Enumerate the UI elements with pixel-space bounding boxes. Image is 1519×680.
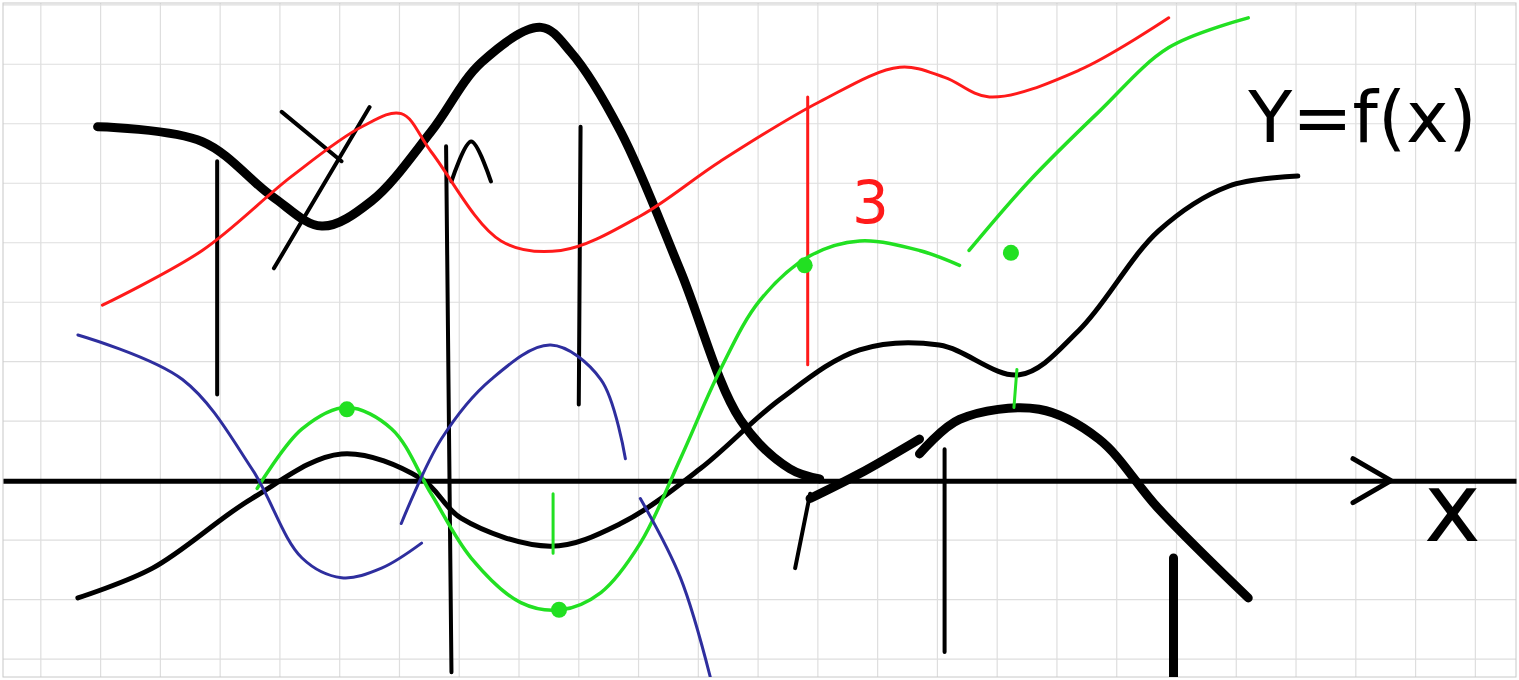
point <box>1003 245 1019 261</box>
grid-line <box>3 540 1516 541</box>
grid-line <box>1116 3 1117 677</box>
grid-line <box>3 64 1516 65</box>
annotation: 3 <box>852 169 889 237</box>
grid-line <box>638 3 639 677</box>
grid-line <box>279 3 280 677</box>
grid-line <box>3 361 1516 362</box>
chart: Y=f(x) 3 x <box>0 0 1519 680</box>
grid-line <box>100 3 101 677</box>
grid-line <box>399 3 400 677</box>
x-axis <box>4 480 1517 482</box>
labels: Y=f(x) 3 x <box>852 75 1481 564</box>
grid-line <box>3 480 1516 481</box>
grid-line <box>1056 3 1057 677</box>
grid-line <box>40 3 41 677</box>
curve <box>806 97 809 365</box>
curve <box>98 27 1249 677</box>
curve <box>257 18 1248 610</box>
grid-line <box>877 3 878 677</box>
grid-line <box>3 242 1516 243</box>
marks <box>78 18 1298 677</box>
grid-line <box>937 3 938 677</box>
curve <box>217 107 944 672</box>
grid-line <box>3 4 1516 5</box>
grid-line <box>1236 3 1237 677</box>
curve <box>78 176 1298 598</box>
point <box>551 602 567 618</box>
grid <box>3 3 1516 677</box>
point <box>339 401 355 417</box>
grid-line <box>757 3 758 677</box>
annotation: Y=f(x) <box>1247 75 1476 159</box>
grid-line <box>3 421 1516 422</box>
grid-line <box>698 3 699 677</box>
curve <box>102 18 1168 305</box>
axis-title: x <box>1424 452 1481 564</box>
grid-line <box>3 599 1516 600</box>
axis-arrow <box>1353 459 1391 503</box>
axis-line <box>4 479 1517 484</box>
curve <box>78 335 710 677</box>
grid-line <box>3 659 1516 660</box>
grid-line <box>459 3 460 677</box>
curve <box>553 369 1017 553</box>
grid-line <box>997 3 998 677</box>
plot-frame <box>3 3 1516 677</box>
grid-line <box>518 3 519 677</box>
grid-line <box>3 183 1516 184</box>
grid-line <box>160 3 161 677</box>
grid-line <box>220 3 221 677</box>
point <box>797 257 813 273</box>
